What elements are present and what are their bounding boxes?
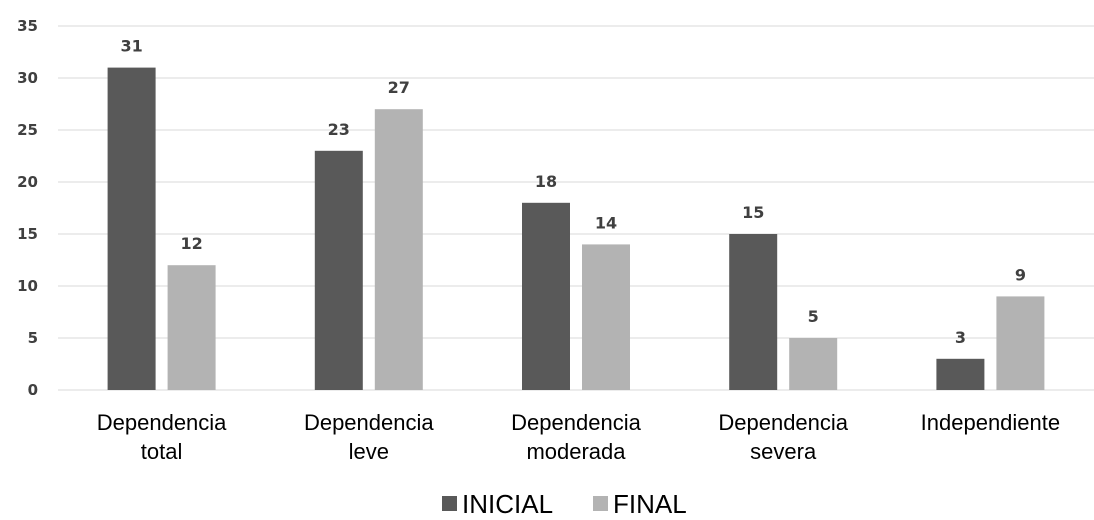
x-category-label: severa [750,439,817,464]
bar-inicial [314,150,363,390]
data-label: 31 [120,37,142,56]
x-category-label: Dependencia [304,410,434,435]
y-tick-label: 10 [17,277,38,295]
data-label: 18 [535,172,557,191]
bar-final [167,265,216,390]
legend-swatch-inicial [442,496,457,511]
y-tick-label: 15 [17,225,38,243]
data-label: 27 [388,78,410,97]
x-category-label: total [141,439,183,464]
y-tick-label: 20 [17,173,38,191]
x-category-label: Independiente [921,410,1060,435]
legend: INICIAL FINAL [442,489,687,519]
bar-final [789,338,838,390]
bar-inicial [107,67,156,390]
data-label: 3 [955,328,966,347]
bar-inicial [522,202,570,390]
y-tick-label: 0 [28,381,38,399]
x-category-label: leve [349,439,389,464]
bar-inicial [936,358,985,390]
x-axis-categories: Dependencia total Dependencia leve Dependenc… [97,410,1060,464]
bar-final [996,296,1045,390]
x-category-label: Dependencia [511,410,641,435]
x-category-label: moderada [526,439,626,464]
x-category-label: Dependencia [718,410,848,435]
bar-final [582,244,630,390]
data-label: 5 [808,307,819,326]
y-tick-label: 25 [17,121,38,139]
bar-inicial [729,234,778,390]
bar-final [374,109,423,390]
gridlines [58,25,1094,391]
data-label: 12 [180,234,202,253]
data-labels: 31 12 23 27 18 14 15 5 3 9 [120,37,1026,347]
x-category-label: Dependencia [97,410,227,435]
y-axis-ticks: 0 5 10 15 20 25 30 35 [17,17,38,399]
y-tick-label: 30 [17,69,38,87]
y-tick-label: 5 [28,329,38,347]
legend-label: INICIAL [462,489,553,519]
data-label: 14 [595,213,617,232]
bars [107,67,1045,390]
data-label: 9 [1015,265,1026,284]
y-tick-label: 35 [17,17,38,35]
data-label: 23 [328,120,350,139]
legend-label: FINAL [613,489,687,519]
legend-swatch-final [593,496,608,511]
data-label: 15 [742,203,764,222]
